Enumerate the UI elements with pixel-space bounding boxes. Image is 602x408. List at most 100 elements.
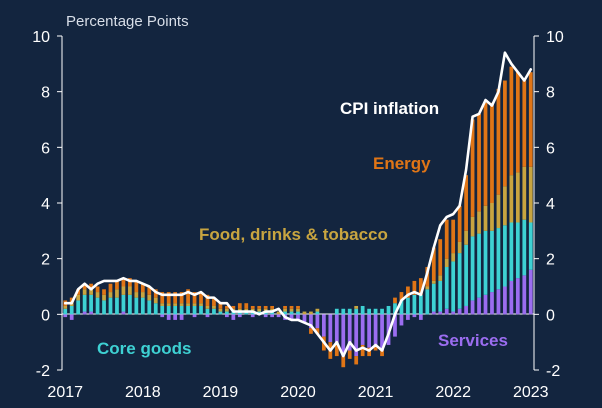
bar-core-goods-2021-09 [425,289,430,315]
bar-core-goods-2018-07 [179,305,184,315]
y-tick-label-right: 10 [546,29,564,46]
bar-energy-2021-04 [393,297,397,304]
bar-services-2017-05 [89,311,93,315]
bar-energy-2022-07 [490,102,494,203]
bar-food-drinks-tobacco-2019-05 [244,308,249,312]
bar-food-drinks-tobacco-2021-09 [425,286,430,290]
bar-services-2019-04 [237,314,242,318]
bar-core-goods-2017-05 [89,294,93,312]
bar-services-2020-05 [321,314,326,337]
bar-core-goods-2021-01 [373,308,378,315]
bar-services-2018-05 [166,314,171,320]
bar-food-drinks-tobacco-2022-03 [464,230,468,245]
x-tick-label-2020: 2020 [280,384,316,401]
bar-food-drinks-tobacco-2021-11 [438,275,443,281]
bar-food-drinks-tobacco-2017-02 [69,303,74,306]
bar-food-drinks-tobacco-2019-08 [263,308,268,312]
bar-energy-2021-01 [373,344,378,351]
annotation-cpi: CPI inflation [340,99,439,118]
bar-core-goods-2017-07 [102,300,106,315]
bar-energy-2019-02 [225,305,229,309]
bar-core-goods-2017-10 [121,294,126,312]
bar-core-goods-2020-08 [341,308,346,315]
bar-food-drinks-tobacco-2017-09 [115,289,119,298]
bar-core-goods-2020-09 [347,308,352,315]
bar-energy-2019-01 [218,303,223,309]
y-tick-label-left: 0 [41,307,50,324]
bar-food-drinks-tobacco-2018-01 [140,292,145,298]
bar-energy-2020-12 [367,347,371,357]
bar-energy-2018-01 [140,283,145,293]
cpi-inflation-line [63,51,533,358]
bar-food-drinks-tobacco-2019-06 [250,308,255,312]
bar-services-2021-11 [438,311,443,315]
bar-services-2017-02 [69,314,74,320]
y-tick-label-right: 0 [546,307,555,324]
bar-food-drinks-tobacco-2022-05 [477,211,481,234]
bar-food-drinks-tobacco-2017-10 [121,286,126,295]
bar-core-goods-2017-04 [82,294,87,312]
y-tick-label-right: 4 [546,196,555,213]
bar-core-goods-2017-11 [128,294,132,315]
y-tick-label-left: 2 [41,252,50,269]
bar-core-goods-2018-05 [166,305,171,315]
y-tick-label-right: 2 [546,252,555,269]
bar-core-goods-2021-06 [406,297,410,315]
bar-core-goods-2022-07 [490,230,494,293]
annotation-food: Food, drinks & tobacco [199,225,388,244]
bar-core-goods-2017-09 [115,297,119,315]
y-tick-label-right: -2 [546,363,560,380]
bar-energy-2022-12 [522,80,527,167]
bar-food-drinks-tobacco-2022-12 [522,166,527,220]
x-tick-label-2023: 2023 [513,384,549,401]
bar-core-goods-2020-01 [296,311,300,315]
y-tick-label-left: 4 [41,196,50,213]
bar-energy-2022-03 [464,175,468,231]
bar-core-goods-2022-11 [515,222,520,279]
bar-services-2022-07 [490,292,494,315]
bar-energy-2018-09 [192,292,197,304]
bar-food-drinks-tobacco-2018-06 [173,303,178,306]
bar-core-goods-2020-07 [334,308,339,315]
bar-core-goods-2018-11 [205,308,210,315]
bar-services-2021-04 [393,314,397,337]
bar-food-drinks-tobacco-2018-10 [199,303,203,306]
bar-energy-2019-11 [283,305,287,309]
bar-energy-2022-06 [483,102,488,206]
bar-food-drinks-tobacco-2018-07 [179,303,184,306]
bar-core-goods-2020-11 [360,305,365,315]
bar-core-goods-2017-01 [63,308,68,315]
bar-core-goods-2019-02 [225,311,229,315]
bar-energy-2021-12 [444,219,449,259]
bar-energy-2019-03 [231,305,236,309]
bar-food-drinks-tobacco-2022-08 [496,194,501,229]
bar-energy-2020-01 [296,305,300,309]
bar-food-drinks-tobacco-2018-04 [160,303,165,306]
bar-core-goods-2018-09 [192,305,197,315]
bar-services-2020-04 [315,314,320,329]
bar-services-2021-02 [380,314,384,351]
bar-services-2020-01 [296,314,300,320]
bar-energy-2017-07 [102,289,106,295]
bar-services-2019-10 [276,314,281,318]
bar-services-2019-06 [250,314,255,318]
bar-food-drinks-tobacco-2019-07 [257,308,262,312]
bar-energy-2018-05 [166,292,171,304]
bar-services-2021-01 [373,314,378,345]
bar-food-drinks-tobacco-2021-10 [431,280,436,284]
bar-energy-2020-03 [309,328,313,334]
bar-energy-2018-12 [212,297,216,306]
bar-services-2018-11 [205,314,210,318]
bar-core-goods-2023-01 [528,222,533,270]
bar-core-goods-2019-05 [244,311,249,315]
bar-energy-2022-11 [515,72,520,173]
bar-energy-2017-09 [115,280,119,290]
bar-core-goods-2020-12 [367,308,371,315]
bar-services-2019-03 [231,314,236,320]
x-tick-label-2018: 2018 [125,384,161,401]
bar-energy-2022-02 [457,205,462,242]
x-tick-label-2021: 2021 [358,384,394,401]
bar-core-goods-2019-11 [283,311,287,315]
bar-energy-2023-01 [528,72,533,167]
